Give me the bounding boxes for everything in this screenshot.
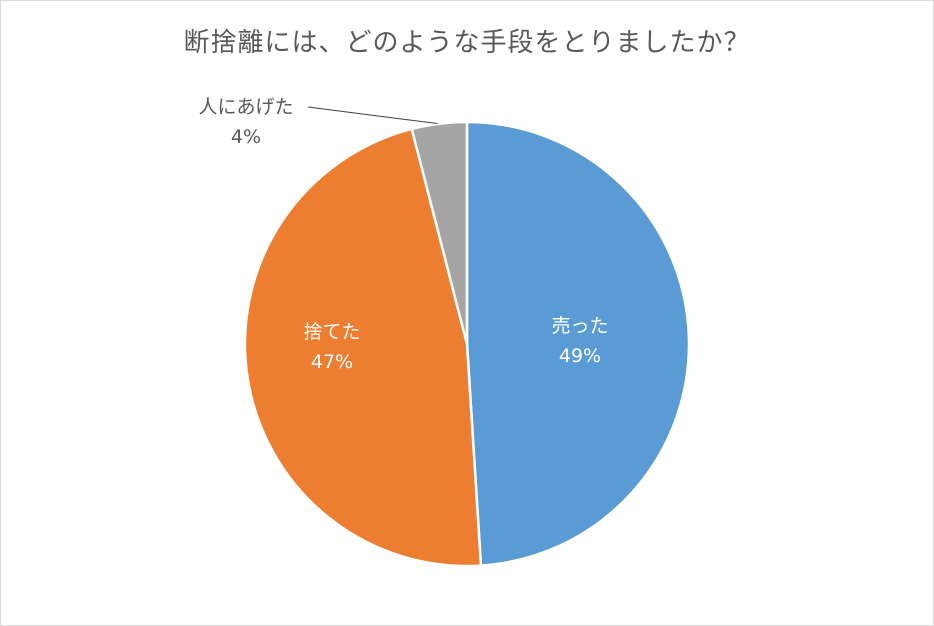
slice-label-name: 売った [551, 315, 608, 337]
slice-label-percent: 47% [311, 351, 353, 373]
slice-label-name: 人にあげた [198, 96, 293, 118]
slice-label-percent: 49% [559, 345, 601, 367]
slice-label-name: 捨てた [303, 321, 360, 343]
chart-title: 断捨離には、どのような手段をとりましたか？ [183, 28, 751, 58]
leader-line [307, 106, 440, 125]
pie-outline [244, 121, 690, 567]
slice-label-percent: 4% [231, 126, 261, 148]
pie-slice-1 [465, 120, 691, 567]
